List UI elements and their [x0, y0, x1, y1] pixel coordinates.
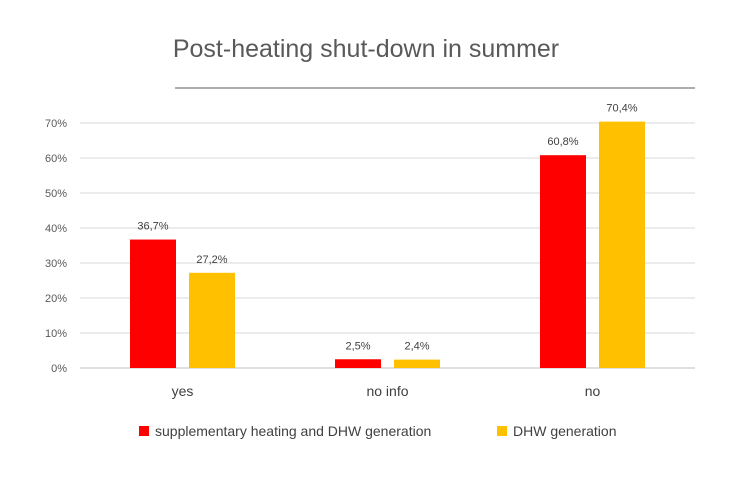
y-tick-label: 30%	[45, 258, 67, 270]
bar	[130, 239, 176, 368]
legend-label: DHW generation	[513, 423, 617, 439]
data-label: 70,4%	[606, 103, 637, 115]
data-label: 27,2%	[196, 254, 227, 266]
y-axis-ticks: 0% 10% 20% 30% 40% 50% 60% 70%	[45, 118, 67, 375]
x-category-label: yes	[172, 383, 194, 399]
y-tick-label: 10%	[45, 328, 67, 340]
legend-swatch	[139, 426, 149, 436]
gridlines	[80, 122, 695, 369]
chart-title: Post-heating shut-down in summer	[173, 35, 559, 63]
bar	[394, 359, 440, 368]
y-tick-label: 0%	[51, 363, 67, 375]
y-tick-label: 40%	[45, 223, 67, 235]
bar	[540, 155, 586, 368]
bars	[130, 121, 645, 368]
data-label: 2,4%	[404, 341, 429, 353]
data-label: 2,5%	[345, 340, 370, 352]
y-tick-label: 60%	[45, 153, 67, 165]
bar	[335, 359, 381, 368]
bar	[189, 272, 235, 368]
bar	[599, 121, 645, 368]
legend: supplementary heating and DHW generation…	[139, 423, 617, 439]
legend-swatch	[497, 426, 507, 436]
category-labels: yes no info no	[172, 383, 601, 399]
legend-label: supplementary heating and DHW generation	[155, 423, 431, 439]
data-labels: 36,7% 27,2% 2,5% 2,4% 60,8% 70,4%	[137, 103, 637, 353]
y-tick-label: 50%	[45, 188, 67, 200]
x-category-label: no info	[366, 383, 408, 399]
data-label: 36,7%	[137, 221, 168, 233]
y-tick-label: 20%	[45, 293, 67, 305]
data-label: 60,8%	[547, 136, 578, 148]
y-tick-label: 70%	[45, 118, 67, 130]
x-category-label: no	[585, 383, 601, 399]
